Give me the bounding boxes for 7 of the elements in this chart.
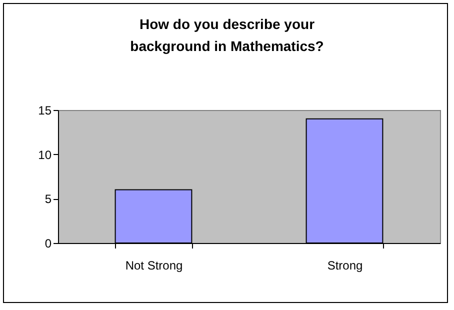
chart-title: How do you describe your background in Mathematics? [130,16,324,54]
y-tick-label: 0 [44,236,52,250]
y-tick-label: 15 [38,104,52,118]
y-tick-label: 5 [44,192,52,206]
y-tick-label: 10 [38,148,52,162]
x-tick-label: Not Strong [125,258,183,272]
x-tick-label: Strong [327,258,363,272]
